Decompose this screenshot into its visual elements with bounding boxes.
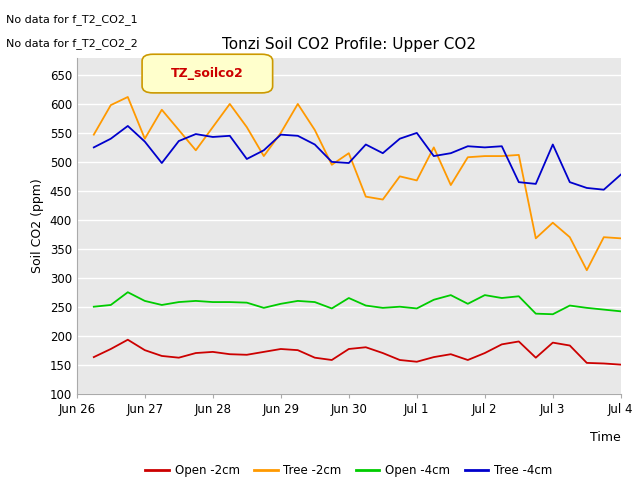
- Text: No data for f_T2_CO2_2: No data for f_T2_CO2_2: [6, 38, 138, 49]
- Legend: Open -2cm, Tree -2cm, Open -4cm, Tree -4cm: Open -2cm, Tree -2cm, Open -4cm, Tree -4…: [141, 459, 557, 480]
- Text: No data for f_T2_CO2_1: No data for f_T2_CO2_1: [6, 14, 138, 25]
- Title: Tonzi Soil CO2 Profile: Upper CO2: Tonzi Soil CO2 Profile: Upper CO2: [222, 37, 476, 52]
- Text: Time: Time: [590, 431, 621, 444]
- FancyBboxPatch shape: [142, 54, 273, 93]
- Y-axis label: Soil CO2 (ppm): Soil CO2 (ppm): [31, 178, 44, 273]
- Text: TZ_soilco2: TZ_soilco2: [171, 67, 244, 80]
